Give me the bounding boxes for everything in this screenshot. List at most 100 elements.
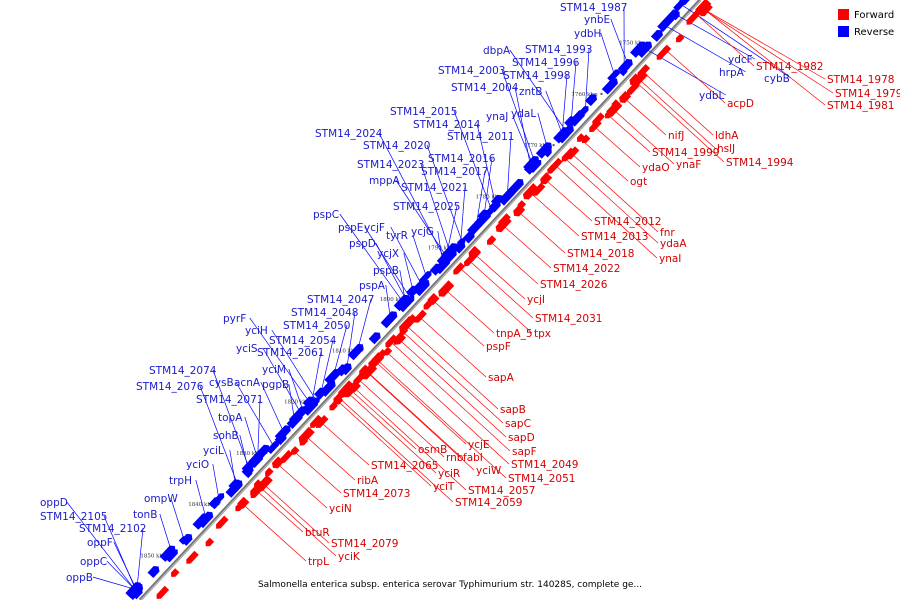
- gene-label-stm14-2102[interactable]: STM14_2102: [79, 523, 146, 535]
- gene-label-ydaa[interactable]: ydaA: [660, 238, 687, 250]
- gene-label-ydbl[interactable]: ydbL: [699, 90, 725, 102]
- gene-label-hslj[interactable]: hslJ: [717, 143, 735, 155]
- gene-label-cysb[interactable]: cysB: [209, 377, 234, 389]
- gene-label-zntb[interactable]: zntB: [519, 86, 543, 98]
- gene-label-trph[interactable]: trpH: [169, 475, 192, 487]
- gene-label-stm14-2051[interactable]: STM14_2051: [508, 473, 575, 485]
- gene-label-stm14-2021[interactable]: STM14_2021: [401, 182, 468, 194]
- gene-label-ycin[interactable]: yciN: [329, 503, 352, 515]
- gene-label-acna[interactable]: acnA: [234, 377, 261, 389]
- gene-label-oppc[interactable]: oppC: [80, 556, 107, 568]
- gene-label-riba[interactable]: ribA: [357, 475, 379, 487]
- gene-label-pspc[interactable]: pspC: [313, 209, 339, 221]
- gene-label-tyrr[interactable]: tyrR: [386, 230, 408, 242]
- gene-label-sohb[interactable]: sohB: [213, 430, 239, 442]
- gene-label-stm14-2017[interactable]: STM14_2017: [421, 166, 488, 178]
- gene-label-ycil[interactable]: yciL: [203, 445, 224, 457]
- gene-label-stm14-2018[interactable]: STM14_2018: [567, 248, 634, 260]
- gene-label-ldha[interactable]: ldhA: [715, 130, 739, 142]
- gene-label-stm14-2026[interactable]: STM14_2026: [540, 279, 608, 291]
- gene-label-stm14-2004[interactable]: STM14_2004: [451, 82, 519, 94]
- gene-label-pspb[interactable]: pspB: [373, 265, 399, 277]
- gene-label-stm14-2047[interactable]: STM14_2047: [307, 294, 374, 306]
- gene-label-btur[interactable]: btuR: [305, 527, 330, 539]
- gene-label-pspe[interactable]: pspE: [338, 222, 363, 234]
- gene-label-ycjg[interactable]: ycjG: [411, 226, 434, 238]
- gene-label-stm14-1981[interactable]: STM14_1981: [827, 100, 894, 112]
- gene-label-ydao[interactable]: ydaO: [642, 162, 670, 174]
- gene-label-ogt[interactable]: ogt: [630, 176, 647, 188]
- gene-label-ycje[interactable]: ycjE: [468, 439, 490, 451]
- gene-label-stm14-1979[interactable]: STM14_1979: [835, 88, 900, 100]
- gene-label-stm14-1993[interactable]: STM14_1993: [525, 44, 592, 56]
- gene-label-stm14-2020[interactable]: STM14_2020: [363, 140, 430, 152]
- gene-label-stm14-2048[interactable]: STM14_2048: [291, 307, 358, 319]
- gene-label-stm14-1982[interactable]: STM14_1982: [756, 61, 823, 73]
- gene-label-yciw[interactable]: yciW: [476, 465, 502, 477]
- gene-label-stm14-2076[interactable]: STM14_2076: [136, 381, 204, 393]
- gene-label-stm14-2031[interactable]: STM14_2031: [535, 313, 602, 325]
- gene-label-ycik[interactable]: yciK: [338, 551, 361, 563]
- gene-label-stm14-2059[interactable]: STM14_2059: [455, 497, 522, 509]
- gene-label-stm14-2049[interactable]: STM14_2049: [511, 459, 578, 471]
- gene-label-pspa[interactable]: pspA: [359, 280, 386, 292]
- gene-label-mppa[interactable]: mppA: [369, 175, 401, 187]
- gene-label-trpl[interactable]: trpL: [308, 556, 329, 568]
- gene-label-stm14-2061[interactable]: STM14_2061: [257, 347, 324, 359]
- gene-label-tnpa-5[interactable]: tnpA_5: [496, 328, 533, 340]
- gene-label-stm14-2015[interactable]: STM14_2015: [390, 106, 457, 118]
- gene-label-ydbh[interactable]: ydbH: [574, 28, 601, 40]
- gene-label-stm14-2022[interactable]: STM14_2022: [553, 263, 620, 275]
- gene-label-stm14-2012[interactable]: STM14_2012: [594, 216, 661, 228]
- gene-label-tpx[interactable]: tpx: [534, 328, 551, 340]
- gene-label-sapd[interactable]: sapD: [508, 432, 535, 444]
- gene-label-stm14-2011[interactable]: STM14_2011: [447, 131, 514, 143]
- gene-label-pgpb[interactable]: pgpB: [262, 379, 289, 391]
- gene-label-topa[interactable]: topA: [218, 412, 243, 424]
- gene-label-stm14-2016[interactable]: STM14_2016: [428, 153, 496, 165]
- gene-label-ycim[interactable]: yciM: [262, 364, 286, 376]
- gene-label-stm14-1987[interactable]: STM14_1987: [560, 2, 627, 14]
- gene-label-ompw[interactable]: ompW: [144, 493, 178, 505]
- gene-label-stm14-1998[interactable]: STM14_1998: [503, 70, 570, 82]
- gene-label-osmb[interactable]: osmB: [418, 444, 447, 456]
- gene-label-stm14-1999[interactable]: STM14_1999: [652, 147, 719, 159]
- gene-label-ycji[interactable]: ycjI: [527, 294, 545, 306]
- gene-label-sapa[interactable]: sapA: [488, 372, 515, 384]
- gene-label-stm14-2054[interactable]: STM14_2054: [269, 335, 337, 347]
- gene-label-pspf[interactable]: pspF: [486, 341, 511, 353]
- gene-label-stm14-2025[interactable]: STM14_2025: [393, 201, 460, 213]
- gene-label-stm14-2013[interactable]: STM14_2013: [581, 231, 648, 243]
- gene-label-oppb[interactable]: oppB: [66, 572, 93, 584]
- gene-label-dbpa[interactable]: dbpA: [483, 45, 511, 57]
- gene-label-ycih[interactable]: yciH: [245, 325, 268, 337]
- gene-label-ycis[interactable]: yciS: [236, 343, 258, 355]
- gene-label-rnb[interactable]: rnb: [446, 452, 464, 464]
- gene-label-ynaj[interactable]: ynaJ: [486, 111, 508, 123]
- gene-label-pspd[interactable]: pspD: [349, 238, 376, 250]
- gene-label-ycit[interactable]: yciT: [433, 481, 455, 493]
- gene-label-oppd[interactable]: oppD: [40, 497, 68, 509]
- gene-label-sapc[interactable]: sapC: [505, 418, 531, 430]
- gene-label-ynaf[interactable]: ynaF: [676, 159, 701, 171]
- gene-label-stm14-2003[interactable]: STM14_2003: [438, 65, 505, 77]
- gene-label-tonb[interactable]: tonB: [133, 509, 157, 521]
- gene-label-ynbe[interactable]: ynbE: [584, 14, 610, 26]
- gene-label-stm14-1994[interactable]: STM14_1994: [726, 157, 794, 169]
- gene-label-sapb[interactable]: sapB: [500, 404, 526, 416]
- gene-label-hrpa[interactable]: hrpA: [719, 67, 745, 79]
- gene-label-stm14-2071[interactable]: STM14_2071: [196, 394, 263, 406]
- gene-label-pyrf[interactable]: pyrF: [223, 313, 246, 325]
- gene-label-ycjx[interactable]: ycjX: [377, 248, 399, 260]
- gene-label-fnr[interactable]: fnr: [660, 227, 675, 239]
- gene-label-stm14-2079[interactable]: STM14_2079: [331, 538, 398, 550]
- gene-label-ycio[interactable]: yciO: [186, 459, 209, 471]
- gene-label-ycjf[interactable]: ycjF: [364, 222, 385, 234]
- gene-label-stm14-2014[interactable]: STM14_2014: [413, 119, 481, 131]
- gene-label-stm14-2074[interactable]: STM14_2074: [149, 365, 217, 377]
- gene-label-acpd[interactable]: acpD: [727, 98, 754, 110]
- gene-label-stm14-2065[interactable]: STM14_2065: [371, 460, 438, 472]
- gene-label-nifj[interactable]: nifJ: [668, 130, 684, 142]
- gene-label-stm14-2105[interactable]: STM14_2105: [40, 511, 107, 523]
- gene-label-ydcf[interactable]: ydcF: [728, 54, 753, 66]
